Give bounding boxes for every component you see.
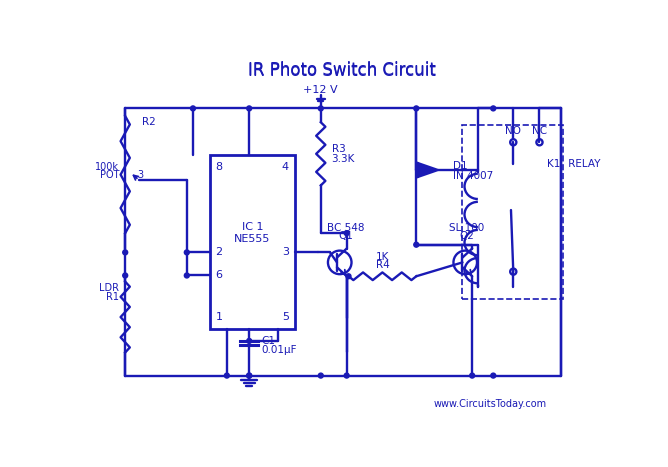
- Circle shape: [184, 273, 189, 278]
- Text: RELAY: RELAY: [565, 159, 601, 169]
- Text: IN 4007: IN 4007: [453, 171, 494, 181]
- Circle shape: [319, 106, 323, 111]
- Circle shape: [246, 373, 252, 378]
- Circle shape: [184, 250, 189, 255]
- Circle shape: [190, 106, 196, 111]
- Circle shape: [491, 106, 496, 111]
- Text: 3.3K: 3.3K: [331, 154, 355, 164]
- Text: +12 V: +12 V: [303, 85, 338, 95]
- Text: Q1: Q1: [339, 231, 353, 241]
- Text: R2: R2: [142, 117, 156, 127]
- Text: 3: 3: [138, 170, 144, 180]
- Text: C1: C1: [261, 336, 275, 346]
- Text: K1: K1: [547, 159, 560, 169]
- Text: NO: NO: [505, 127, 521, 136]
- Text: 1K: 1K: [375, 252, 389, 262]
- Text: 8: 8: [216, 162, 222, 172]
- Circle shape: [246, 339, 252, 343]
- Circle shape: [344, 231, 349, 236]
- Circle shape: [224, 373, 229, 378]
- Text: SL 100: SL 100: [449, 223, 484, 233]
- Text: 1: 1: [216, 312, 222, 322]
- Circle shape: [413, 242, 419, 247]
- Bar: [210, 155, 295, 329]
- Text: NE555: NE555: [234, 234, 271, 244]
- Text: 6: 6: [216, 270, 222, 281]
- Text: 5: 5: [282, 312, 289, 322]
- Text: 0.01μF: 0.01μF: [261, 345, 297, 355]
- Bar: [462, 125, 562, 298]
- Text: R1: R1: [106, 292, 119, 302]
- Text: POT: POT: [100, 170, 119, 180]
- Circle shape: [246, 373, 252, 378]
- Polygon shape: [418, 163, 438, 177]
- Circle shape: [413, 106, 419, 111]
- Text: IR Photo Switch Circuit: IR Photo Switch Circuit: [248, 61, 436, 79]
- Text: 4: 4: [282, 162, 289, 172]
- Text: LDR: LDR: [99, 283, 119, 293]
- Text: 3: 3: [282, 248, 289, 257]
- Text: 100k: 100k: [95, 162, 119, 172]
- Text: NC: NC: [532, 127, 547, 136]
- Text: D1: D1: [453, 161, 468, 171]
- Circle shape: [346, 274, 351, 279]
- Text: www.CircuitsToday.com: www.CircuitsToday.com: [434, 399, 547, 409]
- Circle shape: [319, 373, 323, 378]
- Text: Q2: Q2: [459, 231, 474, 241]
- Circle shape: [470, 373, 475, 378]
- Text: BC 548: BC 548: [327, 223, 365, 233]
- Circle shape: [123, 273, 128, 278]
- Text: IC 1: IC 1: [242, 222, 263, 232]
- Circle shape: [344, 373, 349, 378]
- Circle shape: [123, 250, 128, 255]
- Text: 2: 2: [216, 248, 222, 257]
- Circle shape: [246, 106, 252, 111]
- Circle shape: [491, 373, 496, 378]
- Text: R3: R3: [331, 144, 345, 154]
- Text: R4: R4: [375, 261, 389, 270]
- Text: IR Photo Switch Circuit: IR Photo Switch Circuit: [248, 63, 436, 80]
